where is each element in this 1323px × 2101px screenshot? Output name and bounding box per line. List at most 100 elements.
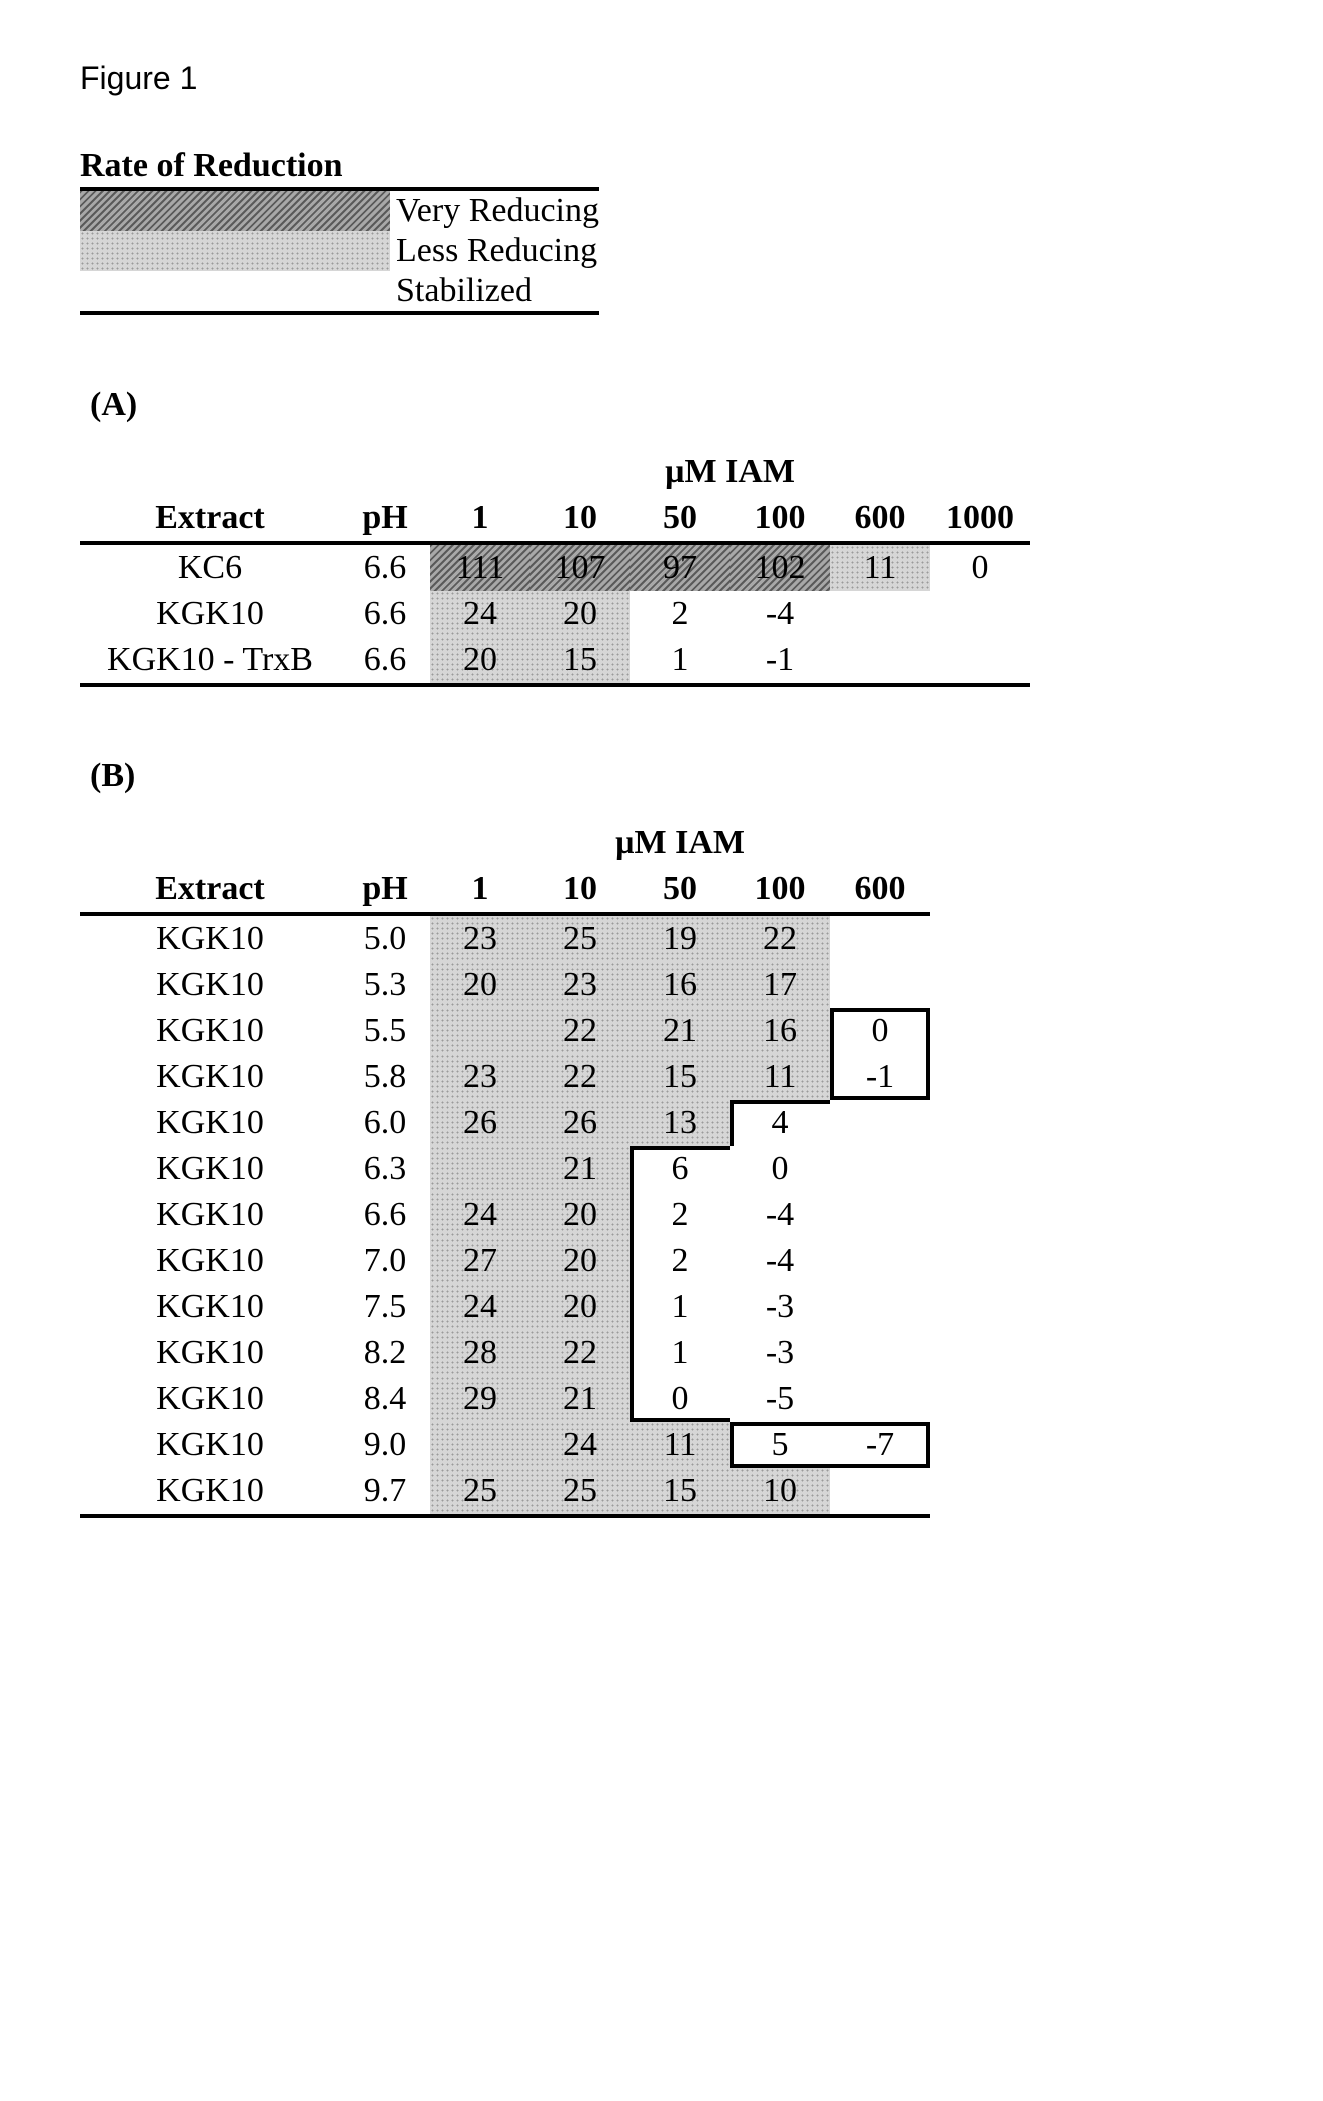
value-cell: 10: [730, 1468, 830, 1516]
legend-row: Very Reducing: [80, 191, 599, 231]
cell-value: 16: [663, 966, 697, 1003]
value-cell: 11: [830, 543, 930, 591]
value-cell: [430, 1008, 530, 1054]
extract-cell: KGK10: [80, 1054, 340, 1100]
value-cell: -1: [830, 1054, 930, 1100]
value-cell: [830, 637, 930, 685]
cell-value: 25: [463, 1472, 497, 1509]
value-cell: 24: [530, 1422, 630, 1468]
value-cell: 1: [630, 1284, 730, 1330]
value-cell: [830, 1146, 930, 1192]
cell-value: -1: [766, 641, 794, 678]
value-cell: [830, 1238, 930, 1284]
value-cell: [930, 591, 1030, 637]
cell-value: 20: [563, 1196, 597, 1233]
header-blank: [80, 449, 430, 495]
column-header: 100: [730, 495, 830, 543]
panel-b-label: (B): [90, 757, 1243, 795]
cell-fill: [830, 1330, 930, 1376]
cell-value: 23: [463, 920, 497, 957]
table-row: KGK109.024115-7: [80, 1422, 930, 1468]
cell-value: 21: [663, 1012, 697, 1049]
value-cell: 27: [430, 1238, 530, 1284]
cell-value: -4: [766, 595, 794, 632]
legend-label: Very Reducing: [390, 191, 599, 231]
ph-cell: 8.4: [340, 1376, 430, 1422]
legend-box: Very ReducingLess ReducingStabilized: [80, 187, 599, 315]
value-cell: 111: [430, 543, 530, 591]
column-header: 1: [430, 495, 530, 543]
header-super: µM IAM: [430, 449, 1030, 495]
cell-value: 0: [772, 1150, 789, 1187]
table-row: KGK108.228221-3: [80, 1330, 930, 1376]
cell-value: 11: [764, 1058, 797, 1095]
cell-fill: [830, 1468, 930, 1514]
cell-value: 24: [463, 595, 497, 632]
cell-value: 24: [463, 1196, 497, 1233]
value-cell: 22: [530, 1008, 630, 1054]
extract-cell: KGK10: [80, 1468, 340, 1516]
cell-fill: [830, 1100, 930, 1146]
cell-value: 102: [755, 549, 806, 586]
cell-value: 27: [463, 1242, 497, 1279]
table-row: KGK106.624202-4: [80, 1192, 930, 1238]
cell-value: 25: [563, 920, 597, 957]
extract-cell: KGK10: [80, 1422, 340, 1468]
cell-value: -3: [766, 1334, 794, 1371]
value-cell: 13: [630, 1100, 730, 1146]
value-cell: 20: [430, 962, 530, 1008]
cell-value: 20: [563, 1242, 597, 1279]
value-cell: -4: [730, 1238, 830, 1284]
table-row: KGK107.027202-4: [80, 1238, 930, 1284]
ph-cell: 6.0: [340, 1100, 430, 1146]
value-cell: 16: [630, 962, 730, 1008]
value-cell: 0: [730, 1146, 830, 1192]
ph-cell: 8.2: [340, 1330, 430, 1376]
value-cell: 15: [530, 637, 630, 685]
table-row: KGK108.429210-5: [80, 1376, 930, 1422]
cell-value: 23: [563, 966, 597, 1003]
ph-cell: 6.6: [340, 637, 430, 685]
cell-value: 4: [772, 1104, 789, 1141]
cell-fill: [830, 1376, 930, 1422]
cell-value: -3: [766, 1288, 794, 1325]
header-blank: [80, 820, 430, 866]
cell-value: 0: [872, 1012, 889, 1049]
cell-fill: [830, 962, 930, 1008]
cell-value: 23: [463, 1058, 497, 1095]
table-row: KGK10 - TrxB6.620151-1: [80, 637, 1030, 685]
legend-swatch: [80, 231, 390, 271]
ph-cell: 7.0: [340, 1238, 430, 1284]
cell-value: 15: [563, 641, 597, 678]
value-cell: [430, 1146, 530, 1192]
cell-value: 20: [563, 595, 597, 632]
cell-value: 22: [563, 1058, 597, 1095]
value-cell: 23: [430, 1054, 530, 1100]
cell-fill: [830, 591, 930, 637]
value-cell: 29: [430, 1376, 530, 1422]
cell-fill: [830, 637, 930, 683]
cell-value: 29: [463, 1380, 497, 1417]
column-header: 600: [830, 495, 930, 543]
value-cell: 4: [730, 1100, 830, 1146]
ph-cell: 6.6: [340, 591, 430, 637]
cell-value: 19: [663, 920, 697, 957]
cell-value: 10: [763, 1472, 797, 1509]
legend-swatch: [80, 191, 390, 231]
cell-value: 16: [763, 1012, 797, 1049]
value-cell: 5: [730, 1422, 830, 1468]
cell-value: 5: [772, 1426, 789, 1463]
panel-a-label: (A): [90, 386, 1243, 424]
column-header: 1000: [930, 495, 1030, 543]
cell-value: 107: [555, 549, 606, 586]
cell-value: 21: [563, 1150, 597, 1187]
ph-cell: 7.5: [340, 1284, 430, 1330]
column-header: 10: [530, 495, 630, 543]
value-cell: 107: [530, 543, 630, 591]
cell-value: 97: [663, 549, 697, 586]
value-cell: -4: [730, 1192, 830, 1238]
value-cell: 25: [430, 1468, 530, 1516]
cell-fill: [430, 1008, 530, 1054]
value-cell: [830, 1468, 930, 1516]
value-cell: 17: [730, 962, 830, 1008]
